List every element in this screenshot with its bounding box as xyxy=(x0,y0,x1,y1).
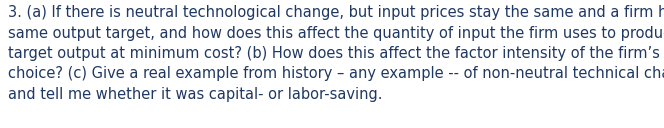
Text: 3. (a) If there is neutral technological change, but input prices stay the same : 3. (a) If there is neutral technological… xyxy=(8,5,664,102)
